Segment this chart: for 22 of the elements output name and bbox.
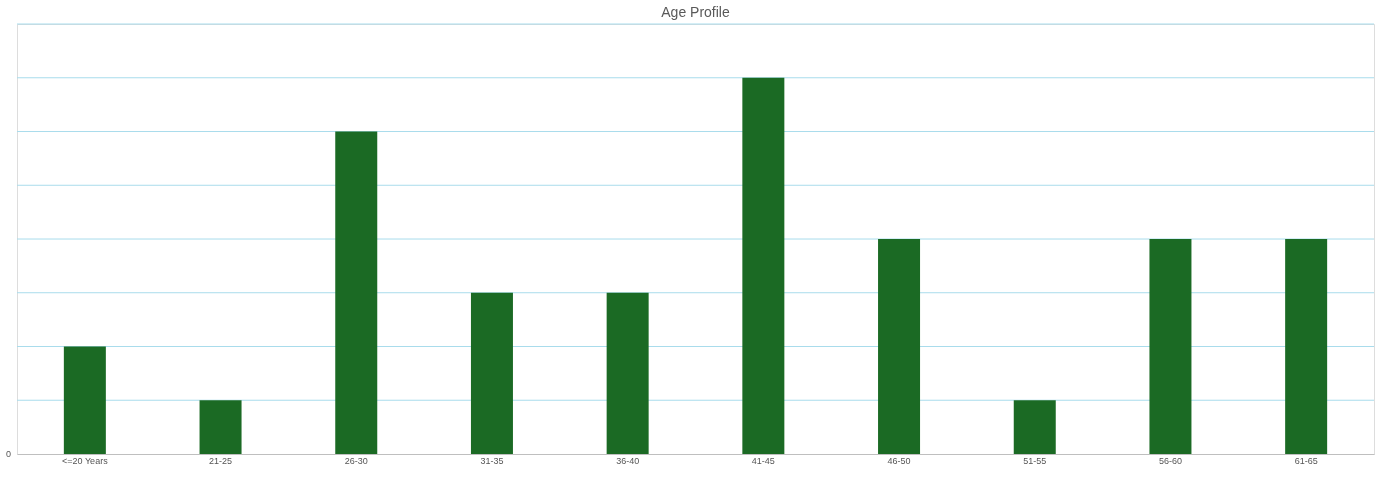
bar [1149,239,1192,454]
chart-title: Age Profile [661,3,730,20]
x-tick-label: 21-25 [209,455,233,466]
bar [1285,239,1328,454]
bar [878,239,921,454]
bar [335,131,378,454]
text: 0 [5,449,11,459]
bar [470,292,513,454]
x-tick-label: 46-50 [887,455,911,466]
x-tick-label: 51-55 [1023,455,1047,466]
x-tick-label: 31-35 [480,455,504,466]
x-tick-label: <=20 Years [62,455,109,466]
x-tick-label: 26-30 [344,455,368,466]
bar [742,77,785,454]
x-tick-label: 61-65 [1294,455,1318,466]
bar [63,346,106,454]
x-tick-label: 41-45 [751,455,775,466]
x-tick-label: 36-40 [616,455,640,466]
x-tick-label: 56-60 [1158,455,1182,466]
bar [199,400,242,454]
bar [606,292,649,454]
bar [1013,400,1056,454]
